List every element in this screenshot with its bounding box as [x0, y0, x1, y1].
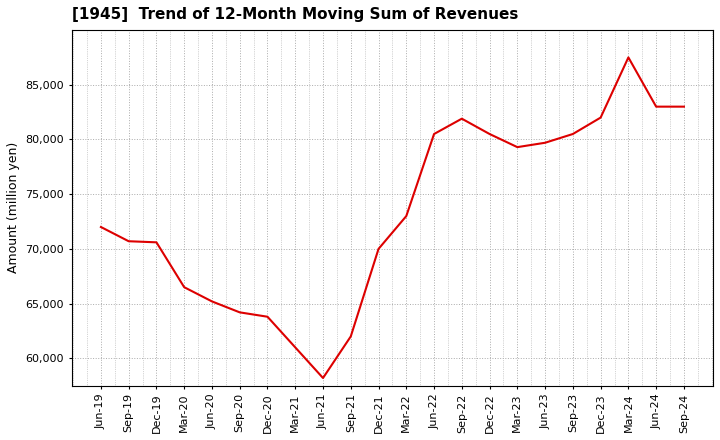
Y-axis label: Amount (million yen): Amount (million yen): [7, 142, 20, 274]
Text: [1945]  Trend of 12-Month Moving Sum of Revenues: [1945] Trend of 12-Month Moving Sum of R…: [72, 7, 518, 22]
